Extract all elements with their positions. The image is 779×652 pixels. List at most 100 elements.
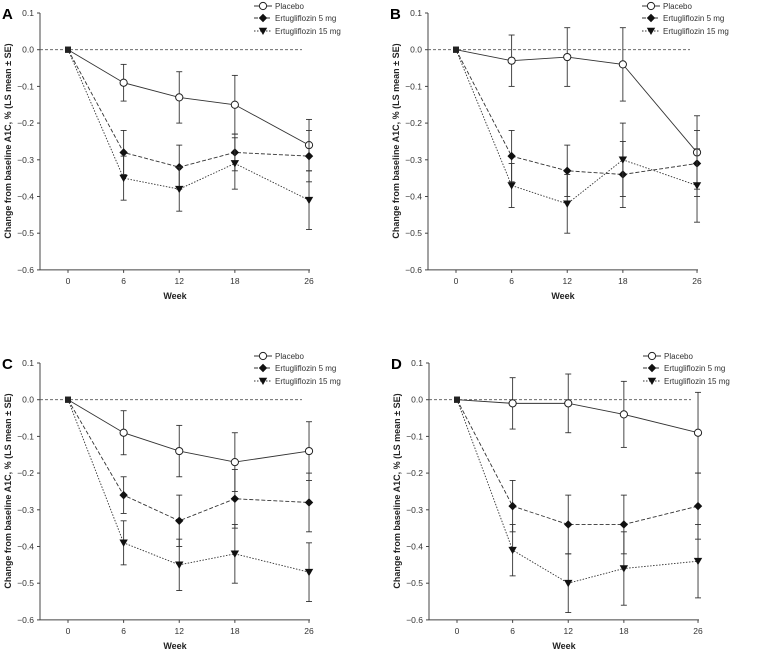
- y-tick-label: 0.1: [410, 8, 422, 18]
- x-tick-label: 12: [175, 276, 185, 286]
- y-tick-label: −0.3: [17, 505, 34, 515]
- y-axis-label: Change from baseline A1C, % (LS mean ± S…: [391, 43, 401, 238]
- series-ertugliflozin-15mg: [453, 46, 702, 234]
- data-point: [619, 565, 629, 573]
- legend-label: Ertugliflozin 15 mg: [275, 27, 341, 36]
- series-ertugliflozin-5mg: [453, 46, 702, 208]
- y-tick-label: −0.2: [17, 468, 34, 478]
- y-tick-label: −0.6: [17, 265, 34, 275]
- legend-marker: [647, 363, 657, 373]
- legend-marker: [258, 351, 268, 361]
- panel-d: 0.1 0.0 −0.1 −0.2 −0.3 −0.4 −0.5 −0.6 0 6 12 18 26 We…: [391, 351, 730, 651]
- series-ertugliflozin-15mg: [65, 46, 314, 230]
- data-point: [508, 501, 517, 511]
- legend-marker: [646, 1, 656, 11]
- y-tick-label: −0.5: [405, 228, 422, 238]
- legend-label: Placebo: [664, 352, 693, 361]
- legend-item: Ertugliflozin 5 mg: [254, 13, 336, 23]
- legend-label: Placebo: [275, 352, 304, 361]
- legend-marker: [647, 377, 657, 385]
- data-point: [175, 516, 184, 526]
- y-tick-label: −0.4: [405, 192, 422, 202]
- data-point: [304, 151, 314, 161]
- panel-letter: A: [2, 6, 13, 23]
- y-tick-label: −0.5: [17, 578, 34, 588]
- legend-marker: [258, 363, 268, 373]
- series-placebo: [453, 27, 702, 190]
- data-point: [230, 494, 240, 503]
- y-tick-label: −0.1: [17, 81, 34, 91]
- x-tick-label: 6: [510, 626, 515, 636]
- data-point: [508, 546, 517, 555]
- legend-item: Placebo: [642, 1, 692, 11]
- y-tick-label: −0.4: [17, 192, 34, 202]
- x-tick-label: 0: [455, 626, 460, 636]
- data-point: [230, 160, 240, 168]
- data-point: [618, 156, 628, 164]
- data-point: [693, 557, 703, 566]
- legend-item: Ertugliflozin 15 mg: [254, 27, 341, 36]
- series-line: [67, 49, 310, 201]
- y-tick-label: −0.5: [17, 228, 34, 238]
- data-point: [564, 579, 573, 588]
- data-point: [692, 182, 702, 190]
- data-point: [563, 166, 572, 176]
- x-axis-label: Week: [163, 641, 187, 651]
- series-ertugliflozin-5mg: [65, 396, 314, 547]
- series-placebo: [65, 46, 314, 172]
- y-tick-label: −0.1: [405, 81, 422, 91]
- x-tick-label: 0: [66, 276, 71, 286]
- x-tick-label: 18: [619, 626, 629, 636]
- legend-label: Placebo: [663, 2, 692, 11]
- legend-item: Ertugliflozin 5 mg: [642, 13, 724, 23]
- y-tick-label: 0.0: [22, 45, 34, 55]
- data-point: [230, 550, 240, 558]
- legend-item: Placebo: [254, 351, 304, 361]
- series-line: [456, 399, 699, 584]
- data-point: [563, 52, 572, 62]
- data-point: [453, 46, 459, 53]
- data-point: [508, 399, 517, 408]
- data-point: [119, 539, 128, 547]
- y-tick-label: 0.1: [22, 358, 34, 368]
- panel-letter: B: [390, 6, 401, 23]
- x-axis-label: Week: [551, 291, 575, 301]
- data-point: [564, 399, 573, 408]
- data-point: [563, 200, 572, 208]
- x-tick-label: 0: [66, 626, 71, 636]
- y-tick-label: −0.2: [17, 118, 34, 128]
- series-ertugliflozin-5mg: [65, 46, 314, 190]
- data-point: [65, 396, 71, 403]
- data-point: [119, 428, 128, 437]
- legend-label: Ertugliflozin 15 mg: [663, 27, 729, 36]
- series-line: [455, 49, 698, 175]
- panel-b: 0.1 0.0 −0.1 −0.2 −0.3 −0.4 −0.5 −0.6 0 6 12 18 26 We…: [390, 1, 729, 301]
- series-line: [67, 49, 310, 146]
- x-tick-label: 18: [230, 626, 240, 636]
- series-line: [67, 399, 310, 573]
- y-tick-label: 0.1: [22, 8, 34, 18]
- legend-item: Ertugliflozin 5 mg: [643, 363, 725, 373]
- panel-a: 0.1 0.0 −0.1 −0.2 −0.3 −0.4 −0.5 −0.6 0 6 12 18 26 We…: [2, 1, 341, 301]
- series-line: [67, 399, 310, 522]
- data-point: [65, 46, 71, 53]
- series-line: [455, 49, 698, 153]
- legend-label: Ertugliflozin 15 mg: [275, 377, 341, 386]
- data-point: [507, 182, 516, 190]
- legend-item: Placebo: [643, 351, 693, 361]
- series-ertugliflozin-15mg: [454, 396, 703, 614]
- x-tick-label: 12: [175, 626, 185, 636]
- y-axis-label: Change from baseline A1C, % (LS mean ± S…: [3, 43, 13, 238]
- series-placebo: [454, 373, 703, 474]
- legend-item: Ertugliflozin 15 mg: [643, 377, 730, 386]
- legend-label: Ertugliflozin 5 mg: [663, 14, 724, 23]
- series-placebo: [65, 396, 314, 492]
- y-tick-label: −0.3: [406, 505, 423, 515]
- x-tick-label: 26: [693, 626, 703, 636]
- data-point: [175, 93, 184, 102]
- data-point: [304, 446, 314, 456]
- y-axis-label: Change from baseline A1C, % (LS mean ± S…: [392, 393, 402, 588]
- x-tick-label: 18: [230, 276, 240, 286]
- legend-marker: [258, 13, 268, 23]
